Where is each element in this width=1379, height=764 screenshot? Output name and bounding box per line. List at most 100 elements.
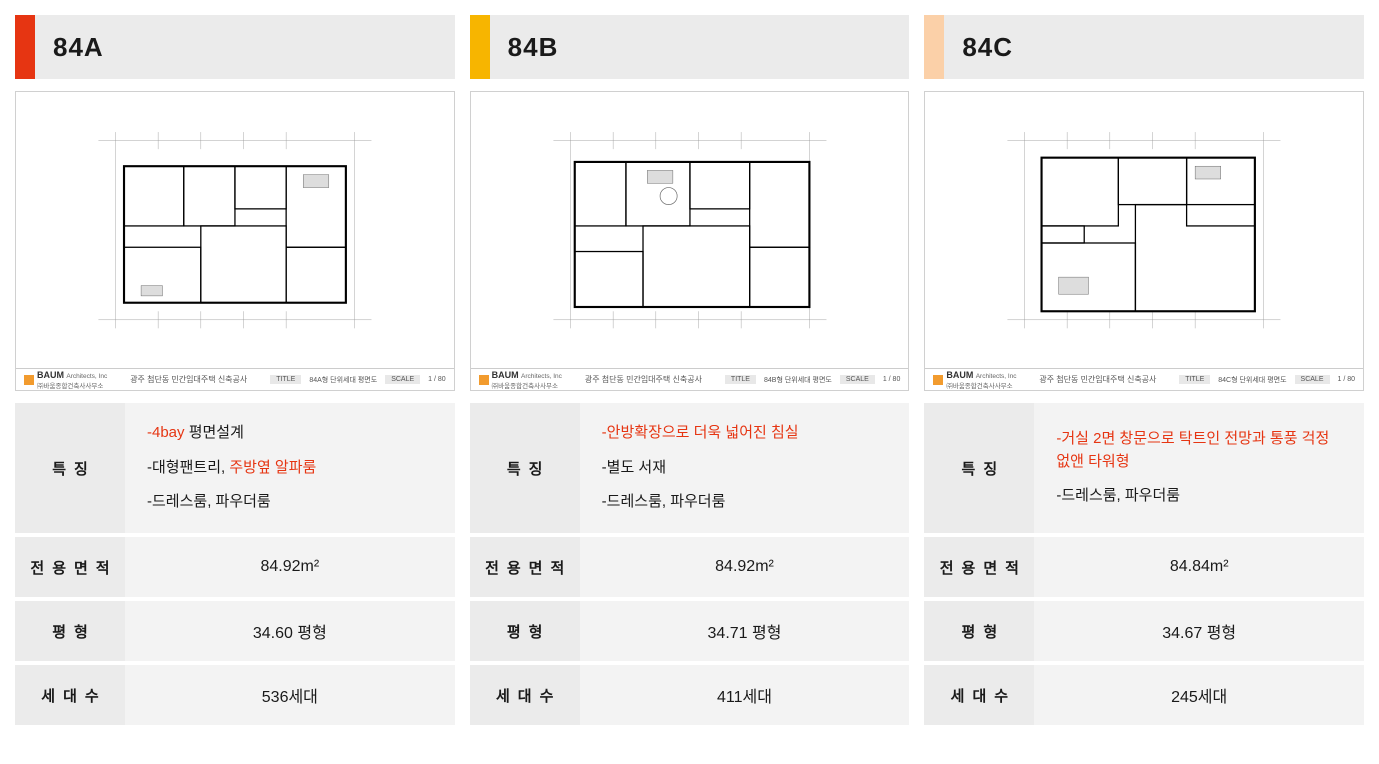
- features-value: -4bay 평면설계 -대형팬트리, 주방옆 알파룸 -드레스룸, 파우더룸: [125, 403, 455, 533]
- logo-icon: [24, 375, 34, 385]
- logo-name: BAUM: [946, 370, 973, 380]
- floorplan-area: [471, 92, 909, 368]
- units-value: 536세대: [125, 665, 455, 725]
- units-label: 세대수: [470, 665, 580, 725]
- feature-line: -안방확장으로 더욱 넓어진 침실: [602, 422, 888, 445]
- feature-text: -대형팬트리,: [147, 459, 229, 476]
- card-header: 84B: [470, 15, 910, 79]
- area-label: 전용면적: [470, 537, 580, 597]
- table-row: 세대수 411세대: [470, 665, 910, 725]
- feature-line: -드레스룸, 파우더룸: [602, 491, 888, 514]
- drawing-title: 84C형 단위세대 평면도: [1218, 375, 1286, 385]
- table-row: 전용면적 84.84m²: [924, 537, 1364, 597]
- scale-value: 1 / 80: [1338, 376, 1356, 383]
- floorplan-drawing: [502, 115, 878, 345]
- scale-value: 1 / 80: [428, 376, 446, 383]
- logo-sub2: ㈜바움종합건축사사무소: [946, 380, 1016, 390]
- logo-name: BAUM: [37, 370, 64, 380]
- units-value: 411세대: [580, 665, 910, 725]
- feature-line: -드레스룸, 파우더룸: [147, 491, 433, 514]
- logo-name: BAUM: [492, 370, 519, 380]
- logo-sub2: ㈜바움종합건축사사무소: [492, 380, 562, 390]
- pyeong-label: 평형: [924, 601, 1034, 661]
- card-header: 84C: [924, 15, 1364, 79]
- project-name: 광주 첨단동 민간임대주택 신축공사: [570, 374, 717, 385]
- title-label: TITLE: [1179, 375, 1210, 384]
- logo-icon: [479, 375, 489, 385]
- table-row: 평형 34.60 평형: [15, 601, 455, 661]
- table-row: 세대수 245세대: [924, 665, 1364, 725]
- feature-text: -드레스룸, 파우더룸: [147, 493, 271, 510]
- feature-highlight: -안방확장으로 더욱 넓어진 침실: [602, 424, 799, 441]
- unit-card: 84A: [15, 15, 455, 729]
- floorplan-panel: BAUM Architects, Inc ㈜바움종합건축사사무소 광주 첨단동 …: [470, 91, 910, 391]
- logo-sub: Architects, Inc: [976, 373, 1017, 380]
- title-label: TITLE: [270, 375, 301, 384]
- logo-sub: Architects, Inc: [66, 373, 107, 380]
- drawing-title: 84A형 단위세대 평면도: [309, 375, 377, 385]
- table-row: 세대수 536세대: [15, 665, 455, 725]
- unit-id: 84C: [944, 15, 1013, 79]
- logo-sub: Architects, Inc: [521, 373, 562, 380]
- unit-card: 84C: [924, 15, 1364, 729]
- area-label: 전용면적: [924, 537, 1034, 597]
- architect-logo: BAUM Architects, Inc ㈜바움종합건축사사무소: [479, 370, 562, 390]
- pyeong-value: 34.60 평형: [125, 601, 455, 661]
- feature-text: 평면설계: [185, 424, 244, 441]
- area-label: 전용면적: [15, 537, 125, 597]
- feature-highlight: -거실 2면 창문으로 탁트인 전망과 통풍 걱정 없앤 타워형: [1056, 430, 1329, 470]
- table-row: 특징 -안방확장으로 더욱 넓어진 침실 -별도 서재 -드레스룸, 파우더룸: [470, 403, 910, 533]
- area-value: 84.92m²: [125, 537, 455, 597]
- floorplan-drawing: [47, 115, 423, 345]
- accent-bar: [15, 15, 35, 79]
- pyeong-label: 평형: [15, 601, 125, 661]
- features-label: 특징: [470, 403, 580, 533]
- pyeong-value: 34.67 평형: [1034, 601, 1364, 661]
- feature-highlight: -4bay: [147, 424, 185, 441]
- feature-line: -거실 2면 창문으로 탁트인 전망과 통풍 걱정 없앤 타워형: [1056, 428, 1342, 473]
- units-label: 세대수: [924, 665, 1034, 725]
- units-value: 245세대: [1034, 665, 1364, 725]
- unit-id: 84B: [490, 15, 559, 79]
- feature-line: -4bay 평면설계: [147, 422, 433, 445]
- project-name: 광주 첨단동 민간임대주택 신축공사: [1025, 374, 1172, 385]
- spec-table: 특징 -거실 2면 창문으로 탁트인 전망과 통풍 걱정 없앤 타워형-드레스룸…: [924, 403, 1364, 729]
- area-value: 84.92m²: [580, 537, 910, 597]
- logo-icon: [933, 375, 943, 385]
- feature-line: -대형팬트리, 주방옆 알파룸: [147, 457, 433, 480]
- features-value: -안방확장으로 더욱 넓어진 침실 -별도 서재 -드레스룸, 파우더룸: [580, 403, 910, 533]
- floorplan-area: [925, 92, 1363, 368]
- architect-logo: BAUM Architects, Inc ㈜바움종합건축사사무소: [24, 370, 107, 390]
- floorplan-footer: BAUM Architects, Inc ㈜바움종합건축사사무소 광주 첨단동 …: [471, 368, 909, 390]
- floorplan-panel: BAUM Architects, Inc ㈜바움종합건축사사무소 광주 첨단동 …: [15, 91, 455, 391]
- table-row: 전용면적 84.92m²: [470, 537, 910, 597]
- drawing-title: 84B형 단위세대 평면도: [764, 375, 832, 385]
- area-value: 84.84m²: [1034, 537, 1364, 597]
- architect-logo: BAUM Architects, Inc ㈜바움종합건축사사무소: [933, 370, 1016, 390]
- feature-highlight: 주방옆 알파룸: [229, 459, 316, 476]
- floorplan-area: [16, 92, 454, 368]
- unit-card: 84B: [470, 15, 910, 729]
- features-label: 특징: [15, 403, 125, 533]
- features-value: -거실 2면 창문으로 탁트인 전망과 통풍 걱정 없앤 타워형-드레스룸, 파…: [1034, 403, 1364, 533]
- title-label: TITLE: [725, 375, 756, 384]
- feature-text: -드레스룸, 파우더룸: [602, 493, 726, 510]
- pyeong-value: 34.71 평형: [580, 601, 910, 661]
- floorplan-panel: BAUM Architects, Inc ㈜바움종합건축사사무소 광주 첨단동 …: [924, 91, 1364, 391]
- features-label: 특징: [924, 403, 1034, 533]
- scale-value: 1 / 80: [883, 376, 901, 383]
- scale-label: SCALE: [385, 375, 420, 384]
- logo-sub2: ㈜바움종합건축사사무소: [37, 380, 107, 390]
- unit-id: 84A: [35, 15, 104, 79]
- spec-table: 특징 -4bay 평면설계-대형팬트리, 주방옆 알파룸-드레스룸, 파우더룸 …: [15, 403, 455, 729]
- table-row: 특징 -거실 2면 창문으로 탁트인 전망과 통풍 걱정 없앤 타워형-드레스룸…: [924, 403, 1364, 533]
- floorplan-drawing: [956, 115, 1332, 345]
- project-name: 광주 첨단동 민간임대주택 신축공사: [115, 374, 262, 385]
- floorplan-footer: BAUM Architects, Inc ㈜바움종합건축사사무소 광주 첨단동 …: [925, 368, 1363, 390]
- table-row: 평형 34.67 평형: [924, 601, 1364, 661]
- feature-line: -별도 서재: [602, 457, 888, 480]
- accent-bar: [924, 15, 944, 79]
- scale-label: SCALE: [840, 375, 875, 384]
- card-header: 84A: [15, 15, 455, 79]
- table-row: 평형 34.71 평형: [470, 601, 910, 661]
